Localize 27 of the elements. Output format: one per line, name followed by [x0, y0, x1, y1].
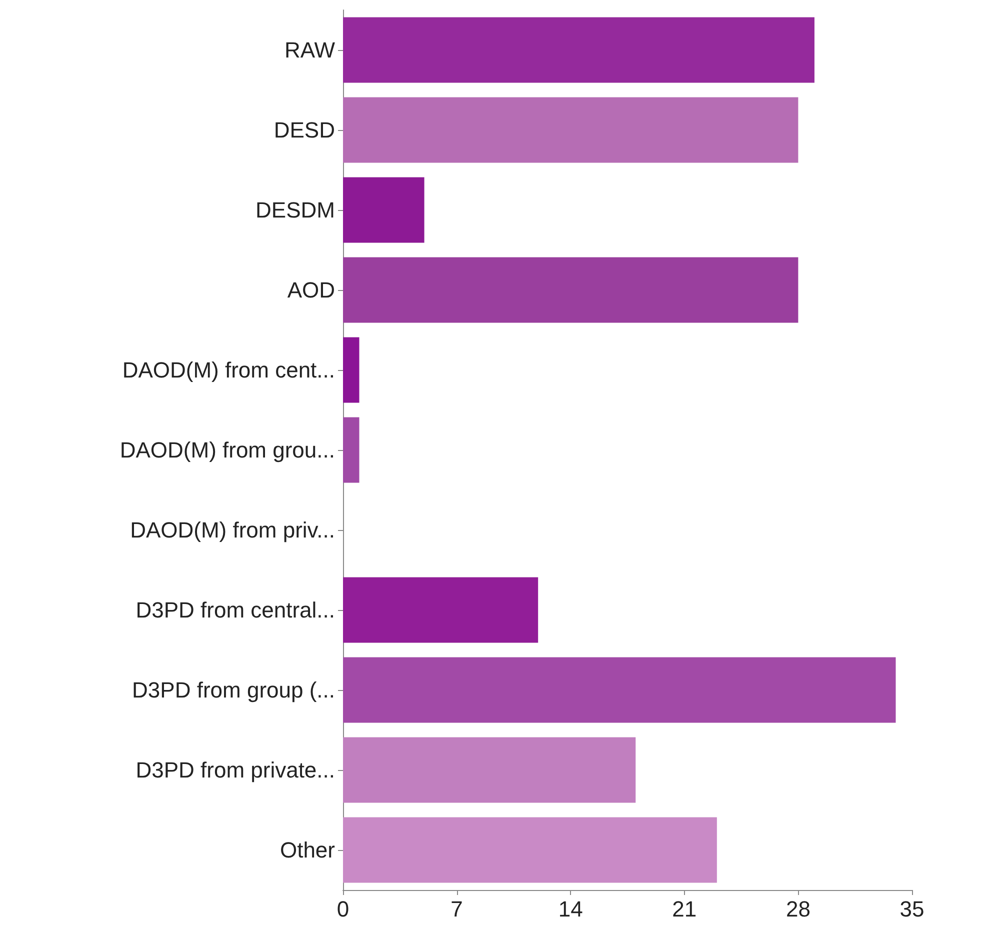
- bar: [343, 17, 814, 83]
- bar: [343, 97, 798, 163]
- y-tick-label: DESDM: [256, 198, 335, 222]
- bar: [343, 257, 798, 323]
- y-tick-label: DAOD(M) from cent...: [122, 358, 335, 382]
- bar: [343, 737, 636, 803]
- x-tick-label: 35: [900, 896, 924, 922]
- y-tick-label: AOD: [287, 278, 335, 302]
- x-tick-label: 21: [672, 896, 697, 922]
- bar: [343, 657, 896, 723]
- y-tick-label: D3PD from central...: [136, 598, 335, 622]
- x-tick-label: 7: [450, 896, 463, 922]
- x-tick-label: 14: [558, 896, 583, 922]
- bar: [343, 337, 360, 403]
- y-tick-label: DAOD(M) from priv...: [130, 518, 335, 542]
- bar: [343, 577, 538, 643]
- bar: [343, 417, 360, 483]
- y-tick-label: DAOD(M) from grou...: [120, 438, 335, 462]
- x-tick-label: 0: [336, 896, 350, 922]
- y-tick-label: DESD: [274, 118, 335, 142]
- y-tick-label: D3PD from private...: [136, 758, 335, 782]
- y-tick-label: D3PD from group (...: [132, 678, 335, 702]
- y-tick-label: Other: [280, 838, 335, 862]
- bar: [343, 177, 424, 243]
- x-tick-label: 28: [786, 896, 810, 922]
- bar: [343, 817, 717, 883]
- y-tick-label: RAW: [284, 38, 336, 62]
